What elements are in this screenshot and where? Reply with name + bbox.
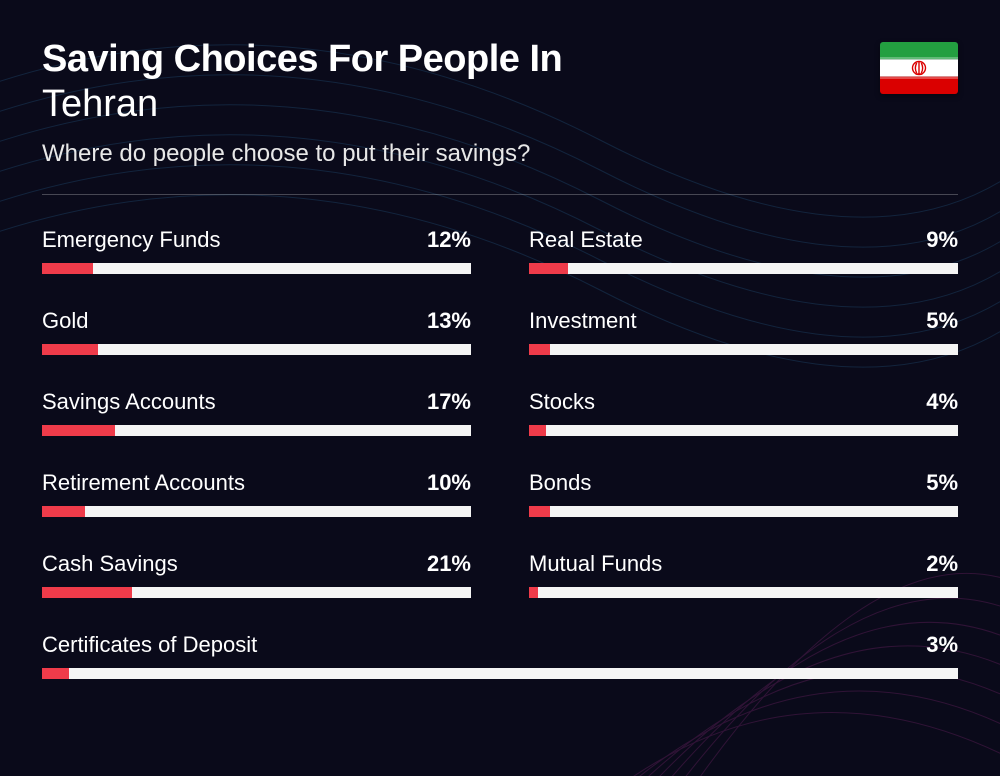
bar-item-label: Retirement Accounts — [42, 470, 245, 496]
bar-fill — [42, 668, 69, 679]
infographic-content: Saving Choices For People In Tehran Wher… — [0, 0, 1000, 717]
bar-item: Gold 13% — [42, 308, 471, 355]
bar-grid: Emergency Funds 12% Real Estate 9% Gold 13% In… — [42, 227, 958, 679]
bar-track — [529, 344, 958, 355]
bar-track — [529, 263, 958, 274]
header: Saving Choices For People In Tehran Wher… — [42, 38, 958, 168]
iran-flag-icon — [880, 42, 958, 94]
bar-item-label: Savings Accounts — [42, 389, 216, 415]
title-line1: Saving Choices For People In — [42, 38, 958, 81]
bar-item: Bonds 5% — [529, 470, 958, 517]
bar-item-label: Bonds — [529, 470, 591, 496]
bar-fill — [42, 587, 132, 598]
bar-item: Investment 5% — [529, 308, 958, 355]
subtitle: Where do people choose to put their savi… — [42, 140, 958, 168]
bar-item: Emergency Funds 12% — [42, 227, 471, 274]
bar-track — [42, 587, 471, 598]
bar-fill — [529, 587, 538, 598]
bar-item-head: Cash Savings 21% — [42, 551, 471, 577]
bar-item-value: 21% — [427, 551, 471, 577]
bar-track — [42, 263, 471, 274]
bar-fill — [529, 263, 568, 274]
bar-item-head: Real Estate 9% — [529, 227, 958, 253]
bar-item-head: Emergency Funds 12% — [42, 227, 471, 253]
title-line2: Tehran — [42, 83, 958, 126]
bar-item-label: Real Estate — [529, 227, 643, 253]
bar-item: Real Estate 9% — [529, 227, 958, 274]
bar-item-value: 12% — [427, 227, 471, 253]
bar-item-label: Gold — [42, 308, 88, 334]
bar-track — [529, 506, 958, 517]
bar-item-head: Bonds 5% — [529, 470, 958, 496]
bar-item: Savings Accounts 17% — [42, 389, 471, 436]
bar-fill — [529, 344, 550, 355]
bar-track — [529, 587, 958, 598]
bar-item-value: 2% — [926, 551, 958, 577]
bar-track — [529, 425, 958, 436]
bar-track — [42, 425, 471, 436]
bar-item: Mutual Funds 2% — [529, 551, 958, 598]
bar-item-label: Stocks — [529, 389, 595, 415]
bar-item-head: Investment 5% — [529, 308, 958, 334]
bar-item-head: Gold 13% — [42, 308, 471, 334]
bar-item-head: Stocks 4% — [529, 389, 958, 415]
bar-item-label: Certificates of Deposit — [42, 632, 257, 658]
bar-item-head: Retirement Accounts 10% — [42, 470, 471, 496]
bar-item-label: Mutual Funds — [529, 551, 662, 577]
bar-item-value: 5% — [926, 308, 958, 334]
bar-item-value: 9% — [926, 227, 958, 253]
bar-item-value: 17% — [427, 389, 471, 415]
bar-track — [42, 668, 958, 679]
bar-item-label: Cash Savings — [42, 551, 178, 577]
bar-item-label: Investment — [529, 308, 637, 334]
bar-item-value: 5% — [926, 470, 958, 496]
bar-fill — [529, 506, 550, 517]
bar-item: Cash Savings 21% — [42, 551, 471, 598]
bar-item-label: Emergency Funds — [42, 227, 221, 253]
bar-item-value: 10% — [427, 470, 471, 496]
bar-item-value: 3% — [926, 632, 958, 658]
bar-fill — [42, 506, 85, 517]
bar-track — [42, 344, 471, 355]
bar-item-value: 4% — [926, 389, 958, 415]
bar-item-head: Certificates of Deposit 3% — [42, 632, 958, 658]
bar-item-head: Savings Accounts 17% — [42, 389, 471, 415]
bar-item-value: 13% — [427, 308, 471, 334]
bar-item: Stocks 4% — [529, 389, 958, 436]
bar-fill — [42, 344, 98, 355]
bar-fill — [42, 263, 93, 274]
bar-fill — [529, 425, 546, 436]
bar-item: Certificates of Deposit 3% — [42, 632, 958, 679]
bar-item: Retirement Accounts 10% — [42, 470, 471, 517]
bar-track — [42, 506, 471, 517]
divider — [42, 194, 958, 195]
bar-item-head: Mutual Funds 2% — [529, 551, 958, 577]
bar-fill — [42, 425, 115, 436]
